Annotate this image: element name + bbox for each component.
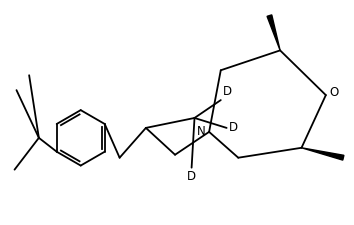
Text: D: D [223, 85, 232, 98]
Text: D: D [229, 122, 238, 134]
Polygon shape [267, 15, 280, 50]
Text: D: D [187, 170, 196, 183]
Polygon shape [302, 148, 344, 160]
Text: N: N [197, 125, 206, 138]
Text: O: O [330, 86, 339, 99]
